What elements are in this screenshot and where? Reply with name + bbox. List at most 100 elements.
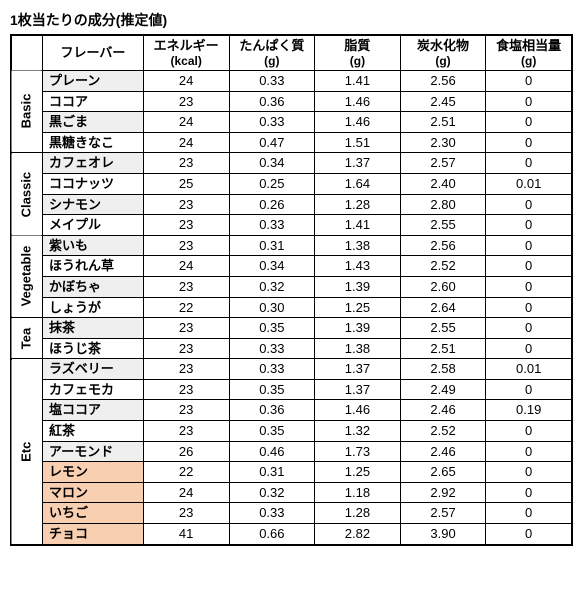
value-cell: 0.32	[229, 276, 315, 297]
category-label: Vegetable	[11, 235, 43, 317]
value-cell: 24	[143, 482, 229, 503]
value-cell: 24	[143, 132, 229, 153]
value-cell: 0.25	[229, 173, 315, 194]
flavor-cell: かぼちゃ	[43, 276, 144, 297]
value-cell: 2.52	[400, 421, 486, 442]
value-cell: 0	[486, 421, 572, 442]
flavor-cell: マロン	[43, 482, 144, 503]
table-row: Etcラズベリー230.331.372.580.01	[11, 359, 572, 380]
table-row: ほうじ茶230.331.382.510	[11, 338, 572, 359]
value-cell: 1.46	[315, 400, 401, 421]
value-cell: 23	[143, 235, 229, 256]
value-cell: 2.57	[400, 503, 486, 524]
flavor-cell: ほうれん草	[43, 256, 144, 277]
flavor-cell: ほうじ茶	[43, 338, 144, 359]
value-cell: 1.37	[315, 359, 401, 380]
value-cell: 2.82	[315, 524, 401, 545]
category-label: Tea	[11, 318, 43, 359]
value-cell: 2.49	[400, 379, 486, 400]
table-row: レモン220.311.252.650	[11, 462, 572, 483]
value-cell: 0	[486, 297, 572, 318]
value-cell: 0.36	[229, 91, 315, 112]
value-cell: 1.28	[315, 503, 401, 524]
value-cell: 1.25	[315, 462, 401, 483]
value-cell: 0.33	[229, 503, 315, 524]
value-cell: 23	[143, 153, 229, 174]
category-label: Etc	[11, 359, 43, 545]
flavor-cell: しょうが	[43, 297, 144, 318]
value-cell: 0	[486, 70, 572, 91]
value-cell: 0	[486, 524, 572, 545]
value-cell: 2.46	[400, 441, 486, 462]
value-cell: 0.34	[229, 153, 315, 174]
flavor-cell: 紫いも	[43, 235, 144, 256]
category-label: Basic	[11, 70, 43, 152]
value-cell: 0	[486, 132, 572, 153]
flavor-cell: ラズベリー	[43, 359, 144, 380]
value-cell: 0	[486, 153, 572, 174]
table-row: 紅茶230.351.322.520	[11, 421, 572, 442]
value-cell: 1.38	[315, 338, 401, 359]
value-cell: 41	[143, 524, 229, 545]
table-row: Vegetable紫いも230.311.382.560	[11, 235, 572, 256]
value-cell: 1.41	[315, 70, 401, 91]
value-cell: 1.18	[315, 482, 401, 503]
value-cell: 2.30	[400, 132, 486, 153]
value-cell: 0.26	[229, 194, 315, 215]
value-cell: 2.51	[400, 112, 486, 133]
value-cell: 1.25	[315, 297, 401, 318]
table-row: Tea抹茶230.351.392.550	[11, 318, 572, 339]
value-cell: 0.34	[229, 256, 315, 277]
value-cell: 2.55	[400, 318, 486, 339]
table-row: いちご230.331.282.570	[11, 503, 572, 524]
category-label: Classic	[11, 153, 43, 235]
table-row: 塩ココア230.361.462.460.19	[11, 400, 572, 421]
flavor-cell: シナモン	[43, 194, 144, 215]
flavor-cell: 黒ごま	[43, 112, 144, 133]
value-cell: 0.35	[229, 421, 315, 442]
value-cell: 23	[143, 276, 229, 297]
value-cell: 0.35	[229, 379, 315, 400]
value-cell: 1.46	[315, 112, 401, 133]
value-cell: 22	[143, 297, 229, 318]
header-corner	[11, 35, 43, 70]
value-cell: 0	[486, 256, 572, 277]
table-row: ココア230.361.462.450	[11, 91, 572, 112]
value-cell: 0.33	[229, 70, 315, 91]
header-flavor: フレーバー	[43, 35, 144, 70]
value-cell: 1.51	[315, 132, 401, 153]
value-cell: 2.56	[400, 235, 486, 256]
value-cell: 1.39	[315, 318, 401, 339]
value-cell: 1.37	[315, 153, 401, 174]
header-carbs: 炭水化物(g)	[400, 35, 486, 70]
value-cell: 0.33	[229, 215, 315, 236]
value-cell: 23	[143, 318, 229, 339]
value-cell: 0.33	[229, 359, 315, 380]
value-cell: 0	[486, 441, 572, 462]
value-cell: 23	[143, 400, 229, 421]
value-cell: 23	[143, 503, 229, 524]
value-cell: 0	[486, 379, 572, 400]
value-cell: 2.52	[400, 256, 486, 277]
value-cell: 0.66	[229, 524, 315, 545]
flavor-cell: レモン	[43, 462, 144, 483]
flavor-cell: チョコ	[43, 524, 144, 545]
table-row: ココナッツ250.251.642.400.01	[11, 173, 572, 194]
table-row: ほうれん草240.341.432.520	[11, 256, 572, 277]
value-cell: 23	[143, 194, 229, 215]
value-cell: 1.39	[315, 276, 401, 297]
value-cell: 22	[143, 462, 229, 483]
table-row: かぼちゃ230.321.392.600	[11, 276, 572, 297]
value-cell: 0.31	[229, 235, 315, 256]
value-cell: 23	[143, 215, 229, 236]
value-cell: 1.38	[315, 235, 401, 256]
value-cell: 23	[143, 379, 229, 400]
value-cell: 1.64	[315, 173, 401, 194]
flavor-cell: 黒糖きなこ	[43, 132, 144, 153]
value-cell: 0.33	[229, 112, 315, 133]
value-cell: 23	[143, 359, 229, 380]
flavor-cell: カフェモカ	[43, 379, 144, 400]
table-row: 黒ごま240.331.462.510	[11, 112, 572, 133]
value-cell: 2.55	[400, 215, 486, 236]
flavor-cell: カフェオレ	[43, 153, 144, 174]
